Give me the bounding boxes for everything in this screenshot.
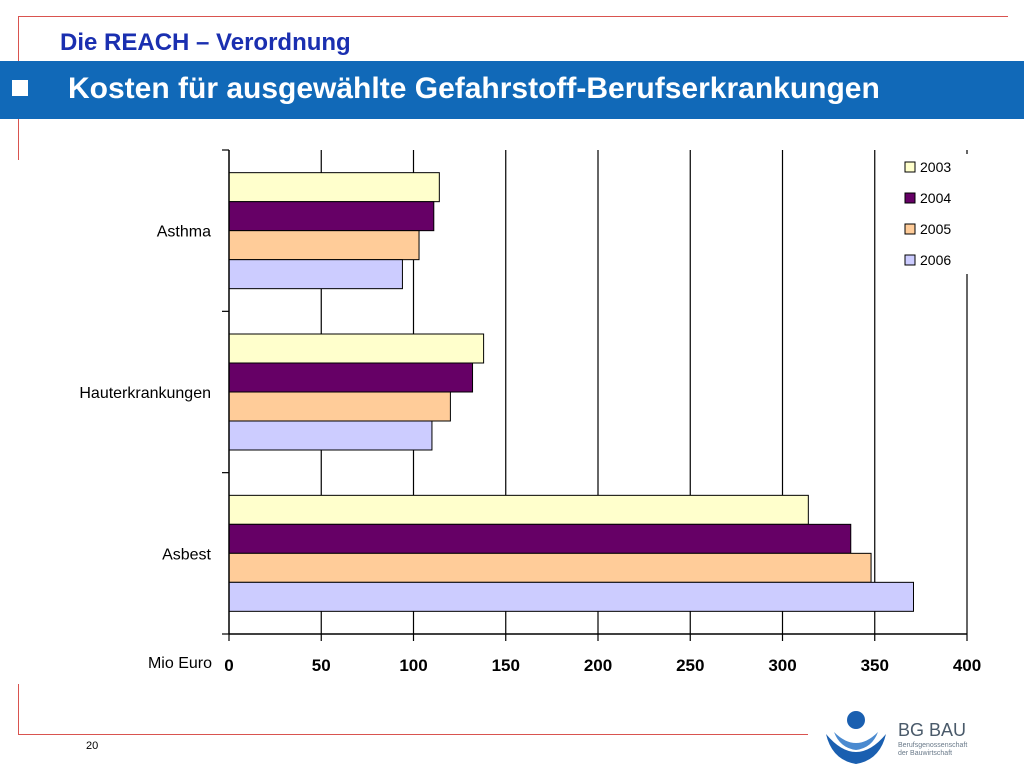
bar xyxy=(228,391,451,422)
x-tick-label: 100 xyxy=(399,656,427,675)
legend-swatch xyxy=(904,161,916,173)
logo-subtitle: Berufsgenossenschaft der Bauwirtschaft xyxy=(898,742,967,758)
bar xyxy=(228,230,420,261)
logo-subtitle-line-1: Berufsgenossenschaft xyxy=(898,742,968,749)
bar xyxy=(228,523,852,554)
bar xyxy=(228,201,435,232)
legend-box xyxy=(877,154,969,274)
bar xyxy=(228,581,914,612)
x-tick-label: 150 xyxy=(492,656,520,675)
legend-swatch xyxy=(904,254,916,266)
x-tick-label: 200 xyxy=(584,656,612,675)
page-title: Kosten für ausgewählte Gefahrstoff-Beruf… xyxy=(68,72,880,105)
left-border-line-bottom xyxy=(18,684,19,734)
bottom-border-line xyxy=(18,734,808,735)
page-number: 20 xyxy=(86,740,99,752)
legend-label: 2005 xyxy=(920,221,951,237)
category-label: Hauterkrankungen xyxy=(79,385,211,402)
category-label: Asthma xyxy=(157,224,211,241)
bar xyxy=(228,259,403,290)
bar xyxy=(228,494,809,525)
x-tick-label: 250 xyxy=(676,656,704,675)
bg-bau-logo: BG BAU Berufsgenossenschaft der Bauwirts… xyxy=(820,710,1020,765)
bg-bau-emblem-icon xyxy=(826,711,886,764)
bar xyxy=(228,420,433,451)
logo-subtitle-line-2: der Bauwirtschaft xyxy=(898,750,953,757)
bar xyxy=(228,333,485,364)
logo-name: BG BAU xyxy=(898,720,967,740)
bar-chart: Asthma Hauterkrankungen Asbest 0 50 100 150 200… xyxy=(79,149,981,675)
square-bullet-icon xyxy=(12,80,28,96)
legend-swatch xyxy=(904,223,916,235)
x-axis-label: Mio Euro xyxy=(148,655,212,672)
x-tick-label: 400 xyxy=(953,656,981,675)
bar xyxy=(228,362,474,393)
legend-label: 2006 xyxy=(920,252,951,268)
legend-label: 2004 xyxy=(920,190,951,206)
x-tick-label: 300 xyxy=(768,656,796,675)
title-bar: Kosten für ausgewählte Gefahrstoff-Beruf… xyxy=(0,61,1024,119)
top-border-line xyxy=(18,16,1008,17)
x-tick-label: 0 xyxy=(224,656,233,675)
super-title: Die REACH – Verordnung xyxy=(60,29,351,56)
category-label: Asbest xyxy=(162,546,211,563)
x-tick-label: 50 xyxy=(312,656,331,675)
x-tick-label: 350 xyxy=(861,656,889,675)
legend-label: 2003 xyxy=(920,159,951,175)
bar xyxy=(228,552,872,583)
legend-swatch xyxy=(904,192,916,204)
bar xyxy=(228,172,440,203)
